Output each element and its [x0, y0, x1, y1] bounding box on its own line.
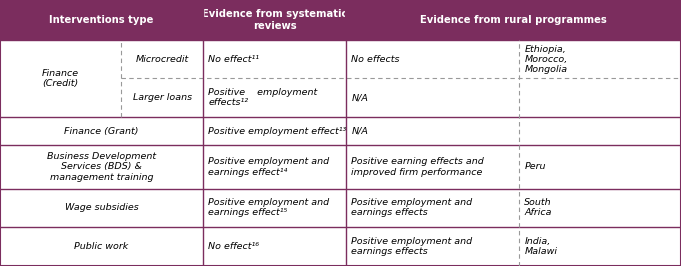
Text: Finance
(Credit): Finance (Credit)	[42, 69, 79, 88]
Text: Positive employment and
earnings effects: Positive employment and earnings effects	[351, 198, 473, 217]
Text: Wage subsidies: Wage subsidies	[65, 203, 138, 212]
Text: Positive employment and
earnings effects: Positive employment and earnings effects	[351, 237, 473, 256]
Text: No effect¹⁶: No effect¹⁶	[208, 242, 259, 251]
Text: Finance (Grant): Finance (Grant)	[64, 127, 139, 135]
Text: Positive earning effects and
improved firm performance: Positive earning effects and improved fi…	[351, 157, 484, 177]
Text: Evidence from systematic
reviews: Evidence from systematic reviews	[202, 9, 347, 31]
Bar	[0, 40, 681, 117]
Text: Microcredit: Microcredit	[136, 55, 189, 64]
Bar	[0, 117, 681, 145]
Text: Peru: Peru	[524, 163, 546, 171]
Text: No effect¹¹: No effect¹¹	[208, 55, 259, 64]
Text: Interventions type: Interventions type	[49, 15, 154, 25]
Text: South
Africa: South Africa	[524, 198, 552, 217]
Text: Positive employment effect¹³: Positive employment effect¹³	[208, 127, 347, 135]
Text: N/A: N/A	[351, 93, 368, 102]
Bar	[0, 227, 681, 266]
Text: Evidence from rural programmes: Evidence from rural programmes	[420, 15, 607, 25]
Bar	[0, 0, 681, 40]
Text: Business Development
Services (BDS) &
management training: Business Development Services (BDS) & ma…	[47, 152, 156, 182]
Text: N/A: N/A	[351, 127, 368, 135]
Text: India,
Malawi: India, Malawi	[524, 237, 557, 256]
Text: No effects: No effects	[351, 55, 400, 64]
Bar	[0, 189, 681, 227]
Text: Positive    employment
effects¹²: Positive employment effects¹²	[208, 88, 317, 107]
Text: Positive employment and
earnings effect¹⁵: Positive employment and earnings effect¹…	[208, 198, 330, 217]
Text: Ethiopia,
Morocco,
Mongolia: Ethiopia, Morocco, Mongolia	[524, 44, 568, 74]
Text: Positive employment and
earnings effect¹⁴: Positive employment and earnings effect¹…	[208, 157, 330, 177]
Text: Public work: Public work	[74, 242, 129, 251]
Bar	[0, 145, 681, 189]
Text: Larger loans: Larger loans	[133, 93, 191, 102]
